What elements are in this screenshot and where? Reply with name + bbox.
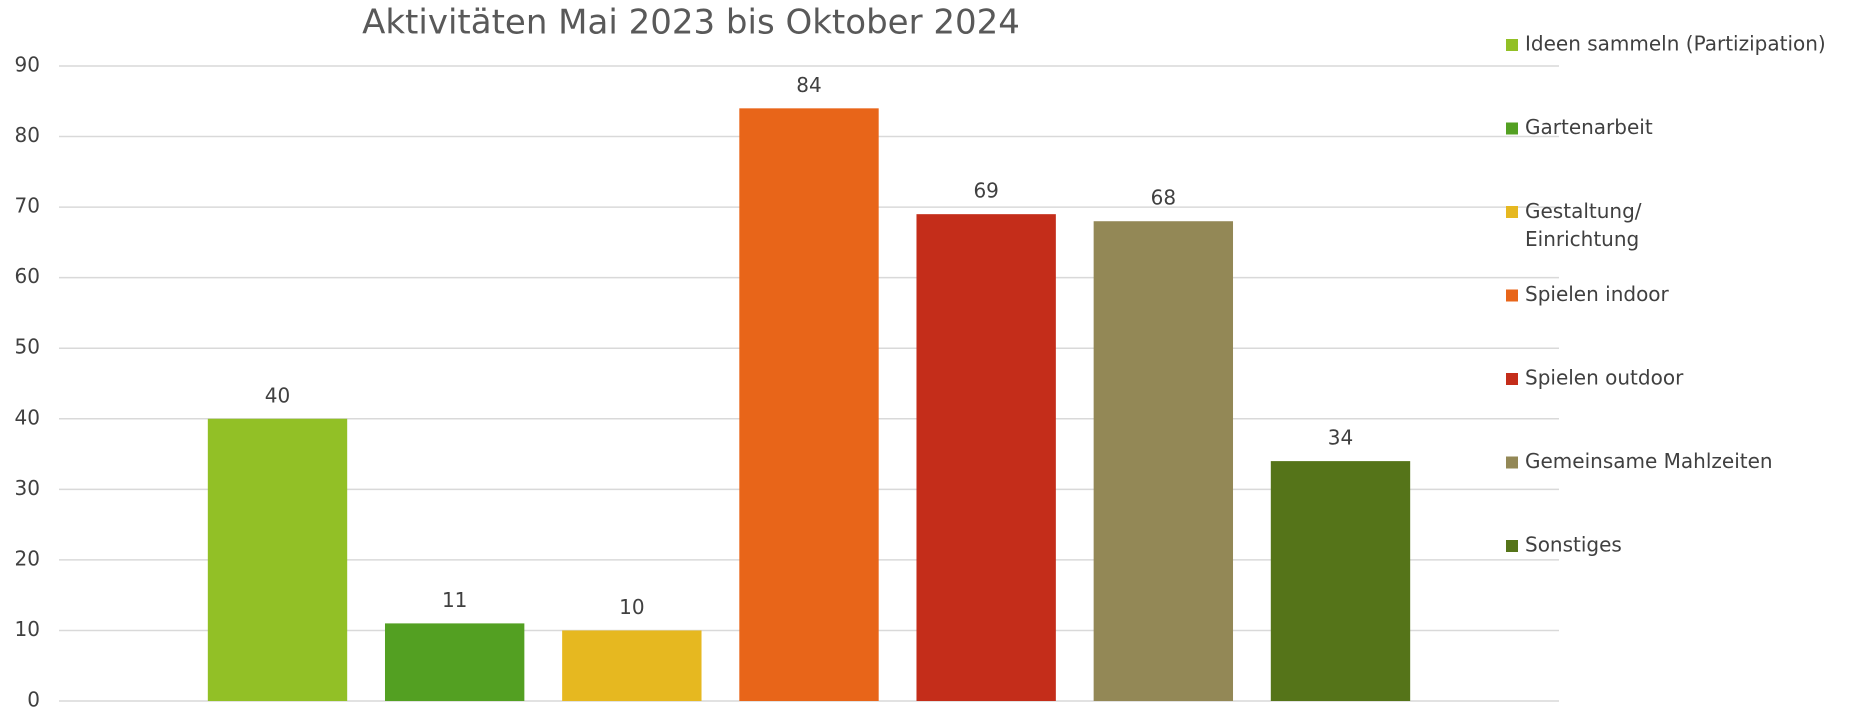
y-tick-label: 30 [15, 476, 40, 500]
value-label: 11 [442, 588, 467, 612]
y-tick-label: 50 [15, 335, 40, 359]
chart-title: Aktivitäten Mai 2023 bis Oktober 2024 [362, 3, 1020, 43]
legend-label: Sonstiges [1525, 533, 1622, 557]
legend-swatch [1506, 289, 1518, 302]
value-label: 10 [619, 595, 644, 619]
legend-swatch [1506, 373, 1518, 385]
y-tick-label: 0 [27, 688, 40, 712]
bar [207, 418, 348, 701]
y-tick-label: 90 [15, 53, 40, 77]
legend-label: Ideen sammeln (Partizipation) [1525, 32, 1826, 56]
value-label: 68 [1151, 186, 1176, 210]
value-label: 34 [1328, 426, 1353, 450]
bar [1270, 461, 1411, 701]
legend-label: Spielen outdoor [1525, 366, 1684, 390]
value-label: 40 [265, 383, 290, 407]
y-tick-label: 60 [15, 264, 40, 288]
legend-label: Spielen indoor [1525, 282, 1670, 306]
legend-label: Gestaltung/Einrichtung [1525, 199, 1642, 251]
legend-swatch [1506, 206, 1518, 218]
legend-swatch [1506, 456, 1518, 469]
value-label: 69 [973, 179, 998, 203]
y-tick-label: 10 [15, 617, 40, 641]
y-tick-label: 20 [15, 546, 40, 570]
y-tick-label: 70 [15, 194, 40, 218]
bar [739, 108, 879, 702]
legend-label: Gemeinsame Mahlzeiten [1525, 449, 1773, 473]
bar [1093, 221, 1234, 701]
y-tick-label: 40 [15, 405, 40, 429]
y-tick-label: 80 [15, 123, 40, 147]
bar [384, 623, 525, 701]
bar [562, 630, 702, 701]
value-label: 84 [796, 73, 821, 97]
legend-swatch [1506, 39, 1518, 51]
legend-swatch [1506, 540, 1518, 552]
legend-swatch [1506, 122, 1518, 135]
bar [916, 214, 1056, 701]
legend-label: Gartenarbeit [1525, 115, 1653, 139]
